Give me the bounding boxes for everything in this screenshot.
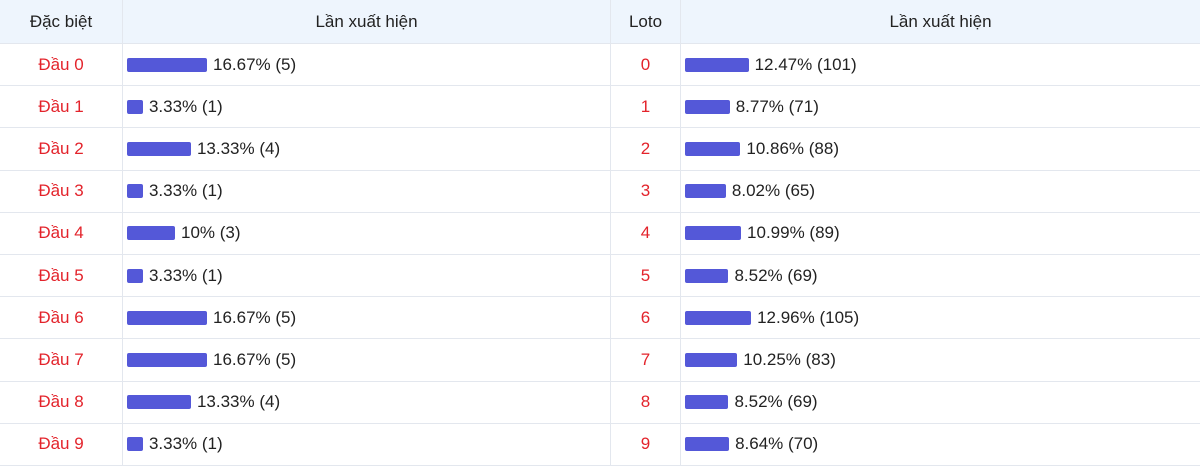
- bar-cell: 8.02% (65): [681, 171, 1200, 213]
- bar-cell: 3.33% (1): [123, 86, 611, 129]
- header-cell: Lần xuất hiện: [681, 0, 1200, 44]
- bar-cell: 3.33% (1): [123, 423, 611, 466]
- bar-cell: 8.64% (70): [681, 424, 1200, 466]
- bar: [127, 352, 208, 367]
- bar: [685, 184, 726, 199]
- bar-cell: 10.86% (88): [681, 128, 1200, 171]
- row-label: Đầu 6: [0, 297, 123, 340]
- value-label: 3.33% (1): [148, 265, 223, 285]
- row-label: 9: [611, 423, 681, 466]
- bar: [685, 310, 752, 325]
- bar: [127, 268, 143, 283]
- bar: [685, 57, 749, 72]
- row-label: Đầu 2: [0, 128, 123, 171]
- row-label: Đầu 8: [0, 381, 123, 424]
- row-label: 2: [611, 128, 681, 171]
- bar: [127, 310, 208, 325]
- bar: [127, 141, 191, 156]
- bar: [127, 184, 143, 199]
- row-label: Đầu 9: [0, 423, 123, 466]
- bar-cell: 16.67% (5): [123, 44, 611, 87]
- bar: [127, 57, 208, 72]
- value-label: 8.64% (70): [735, 434, 819, 454]
- row-label: 6: [611, 297, 681, 340]
- bar-cell: 10.99% (89): [681, 213, 1200, 255]
- value-label: 16.67% (5): [213, 54, 297, 74]
- value-label: 16.67% (5): [213, 307, 297, 327]
- bar-cell: 3.33% (1): [123, 255, 611, 298]
- row-label: 7: [611, 339, 681, 382]
- bar: [127, 437, 143, 452]
- bar-cell: 10.25% (83): [681, 339, 1200, 382]
- bar: [127, 99, 143, 114]
- bar: [685, 226, 742, 241]
- value-label: 13.33% (4): [196, 392, 281, 412]
- row-label: 4: [611, 212, 681, 255]
- value-label: 8.02% (65): [731, 181, 816, 201]
- bar-cell: 16.67% (5): [123, 339, 611, 382]
- bar-cell: 12.96% (105): [681, 297, 1200, 340]
- value-label: 8.77% (71): [735, 96, 819, 116]
- row-label: Đầu 4: [0, 212, 123, 255]
- value-label: 10.86% (88): [746, 138, 839, 158]
- header-cell: Đặc biệt: [0, 0, 123, 44]
- row-label: Đầu 1: [0, 86, 123, 129]
- row-label: 8: [611, 381, 681, 424]
- bar: [127, 395, 191, 410]
- bar-cell: 10% (3): [123, 212, 611, 255]
- bar: [685, 99, 730, 114]
- value-label: 10.25% (83): [743, 349, 836, 369]
- value-label: 3.33% (1): [148, 434, 223, 454]
- bar: [685, 268, 729, 283]
- value-label: 12.47% (101): [754, 54, 857, 74]
- bar-cell: 3.33% (1): [123, 170, 611, 213]
- value-label: 8.52% (69): [734, 265, 818, 285]
- bar: [685, 352, 738, 367]
- bar: [685, 395, 729, 410]
- row-label: Đầu 3: [0, 170, 123, 213]
- bar-cell: 12.47% (101): [681, 44, 1200, 87]
- bar: [685, 437, 730, 452]
- bar-cell: 13.33% (4): [123, 128, 611, 171]
- bar: [127, 226, 175, 241]
- value-label: 8.52% (69): [734, 392, 818, 412]
- row-label: Đầu 7: [0, 339, 123, 382]
- bar-cell: 13.33% (4): [123, 381, 611, 424]
- value-label: 13.33% (4): [196, 138, 281, 158]
- row-label: Đầu 0: [0, 44, 123, 87]
- value-label: 3.33% (1): [148, 181, 223, 201]
- value-label: 12.96% (105): [757, 307, 860, 327]
- bar-cell: 16.67% (5): [123, 297, 611, 340]
- bar-cell: 8.52% (69): [681, 255, 1200, 298]
- value-label: 3.33% (1): [148, 96, 223, 116]
- value-label: 10% (3): [181, 223, 241, 243]
- value-label: 10.99% (89): [747, 223, 840, 243]
- header-cell: Loto: [611, 0, 681, 44]
- bar: [685, 141, 741, 156]
- bar-cell: 8.77% (71): [681, 86, 1200, 129]
- row-label: 5: [611, 255, 681, 298]
- row-label: 0: [611, 44, 681, 87]
- row-label: 1: [611, 86, 681, 129]
- bar-cell: 8.52% (69): [681, 382, 1200, 424]
- value-label: 16.67% (5): [213, 349, 297, 369]
- row-label: 3: [611, 170, 681, 213]
- row-label: Đầu 5: [0, 255, 123, 298]
- header-cell: Lần xuất hiện: [123, 0, 611, 44]
